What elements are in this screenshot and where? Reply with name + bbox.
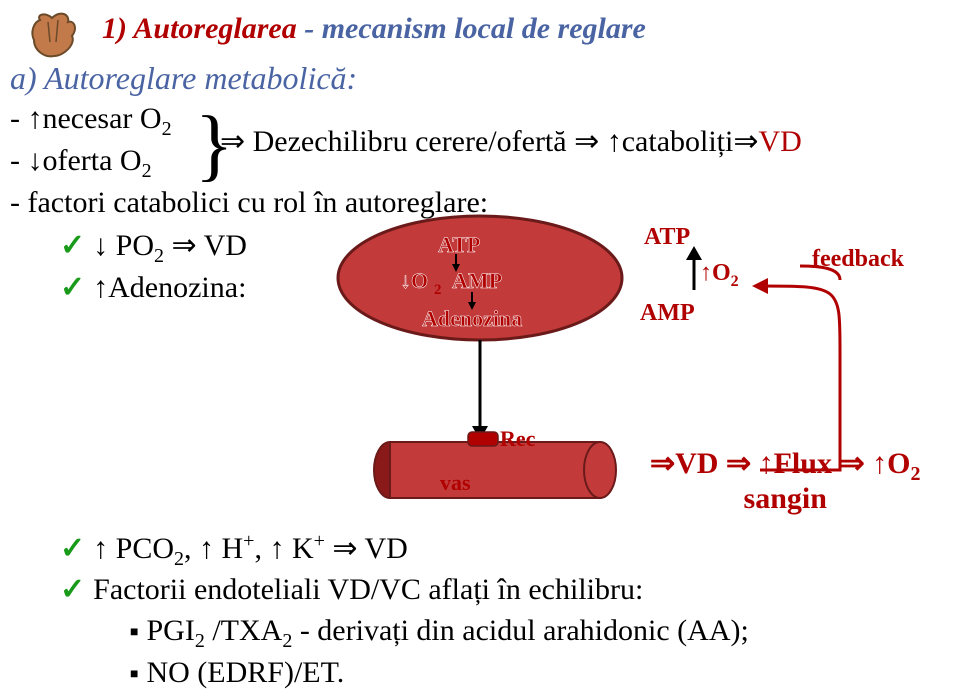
atp-right-label: ATP <box>644 224 690 251</box>
flux-arrow2: ⇒ ↑Flux <box>726 447 839 480</box>
square-icon: ■ <box>130 667 138 682</box>
check-icon: ✓ <box>60 532 85 565</box>
sub-bullet-pgi: ■PGI2 /TXA2 - derivați din acidul arahid… <box>130 614 749 653</box>
no-text: NO (EDRF)/ET. <box>146 656 344 689</box>
o2-right-label: ↑O2 <box>700 260 739 291</box>
deriv-text: - derivați din acidul arahidonic (AA); <box>292 614 749 647</box>
kvd-text: ⇒ VD <box>325 532 408 565</box>
pco2-text: ↑ PCO <box>93 532 174 565</box>
h-text: , ↑ H <box>184 532 243 565</box>
txa-sub: 2 <box>282 630 292 652</box>
o2-down-label: ↓O <box>400 268 428 293</box>
pgi-text: PGI <box>146 614 194 647</box>
pgi-sub: 2 <box>195 630 205 652</box>
flux-vd: ⇒VD <box>650 447 726 480</box>
feedback-arrowhead <box>752 278 768 294</box>
o2-right-sub: 2 <box>731 273 739 290</box>
flux-o2-sub: 2 <box>910 463 920 485</box>
sub-bullet-no: ■ NO (EDRF)/ET. <box>130 656 344 690</box>
endoteliali-text: Factorii endoteliali VD/VC aflați în ech… <box>93 573 643 606</box>
o2-right-text: ↑O <box>700 260 731 286</box>
pco2-sub: 2 <box>174 548 184 570</box>
bullet-pco2: ✓↑ PCO2, ↑ H+, ↑ K+ ⇒ VD <box>60 530 408 571</box>
vas-label: vas <box>440 470 471 495</box>
o2-down-sub: 2 <box>434 282 442 298</box>
amp-label: AMP <box>452 268 502 293</box>
feedback-label: feedback <box>812 246 904 273</box>
vessel-cap-right <box>584 442 616 498</box>
feedback-line-down <box>760 286 840 446</box>
vessel-body <box>390 442 600 498</box>
k-sup: + <box>314 530 325 552</box>
txa-text: /TXA <box>205 614 283 647</box>
h-sup: + <box>243 530 254 552</box>
flux-text: ⇒VD ⇒ ↑Flux ⇒ ↑O2 sangin <box>650 446 920 516</box>
square-icon: ■ <box>130 625 138 640</box>
bullet-endoteliali: ✓Factorii endoteliali VD/VC aflați în ec… <box>60 572 643 607</box>
amp-right-label: AMP <box>640 300 695 327</box>
receptor-bump <box>468 432 498 446</box>
rec-label: Rec <box>500 426 536 451</box>
k-text: , ↑ K <box>254 532 313 565</box>
sangin-label: sangin <box>650 482 920 516</box>
flux-arrow3: ⇒ ↑O <box>839 447 910 480</box>
check-icon: ✓ <box>60 573 85 606</box>
atp-label: ATP <box>438 232 480 257</box>
